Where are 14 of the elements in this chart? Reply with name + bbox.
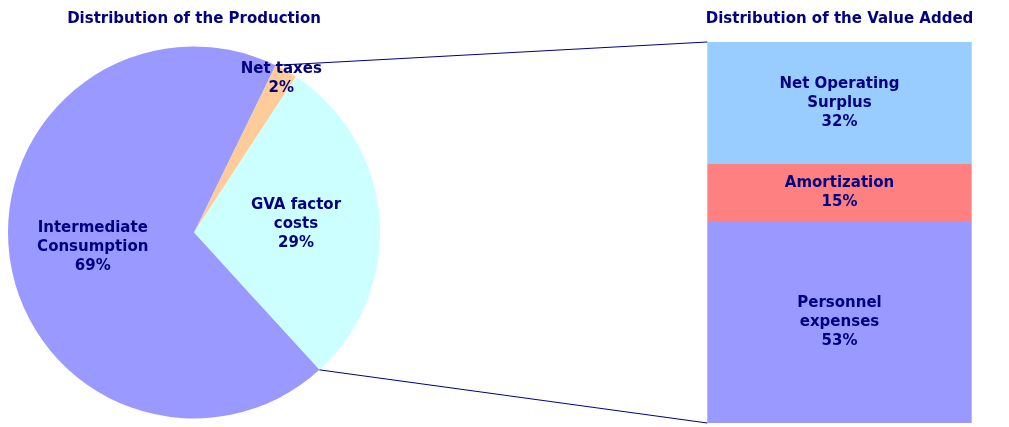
slice-label: GVA factor costs [250,195,342,233]
data-label: 69% [74,255,111,274]
data-label: 15% [821,191,858,210]
series-label: Personnel expenses [797,292,882,330]
data-label: 53% [821,330,858,349]
slice-label: Intermediate Consumption [37,217,149,255]
data-label: 32% [821,111,858,130]
data-label: 2% [268,78,295,97]
series-label: Net Operating Surplus [779,73,900,111]
slice-label: Net taxes [240,59,322,78]
series-label: Amortization [784,172,895,191]
data-label: 29% [278,233,314,252]
chart-title: Distribution of the Production [67,8,321,27]
chart-title: Distribution of the Value Added [705,8,974,27]
